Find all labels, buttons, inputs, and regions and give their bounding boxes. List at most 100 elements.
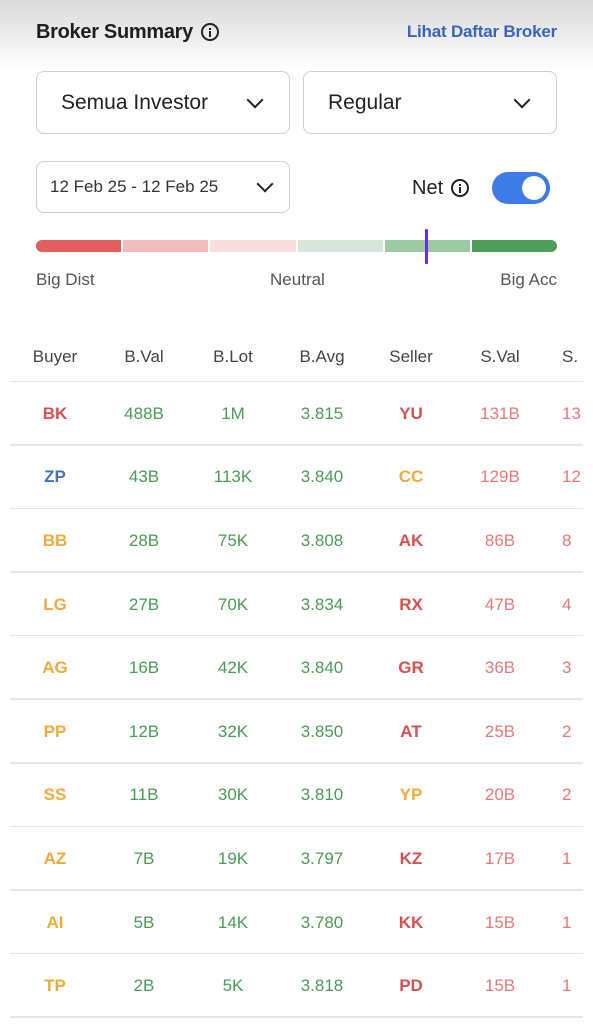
header-background — [0, 0, 593, 70]
date-range-value: 12 Feb 25 - 12 Feb 25 — [50, 177, 219, 196]
col-buyer[interactable]: Buyer — [32, 347, 78, 366]
table-row[interactable]: TP 2B 5K 3.818 PD 15B 1 — [0, 954, 593, 1018]
broker-table: Buyer B.Val B.Lot B.Avg Seller S.Val S. … — [0, 340, 593, 1018]
col-bavg[interactable]: B.Avg — [299, 347, 345, 366]
col-slot[interactable]: S. — [562, 347, 579, 366]
buy-value: 12B — [128, 721, 160, 741]
col-sval[interactable]: S.Val — [480, 347, 520, 366]
buy-value: 7B — [133, 848, 155, 868]
sell-lot: 13 — [562, 403, 581, 423]
table-row[interactable]: PP 12B 32K 3.850 AT 25B 2 — [0, 700, 593, 764]
buy-value: 43B — [128, 467, 160, 487]
investor-select-value: Semua Investor — [61, 90, 209, 114]
buy-value: 488B — [124, 403, 164, 423]
table-row[interactable]: AZ 7B 19K 3.797 KZ 17B 1 — [0, 827, 593, 891]
sell-value: 25B — [484, 721, 516, 741]
sell-value: 47B — [484, 594, 516, 614]
buyer-code[interactable]: PP — [43, 721, 67, 741]
meter-label-right: Big Acc — [500, 270, 557, 289]
meter-label-center: Neutral — [270, 270, 325, 289]
buyer-code[interactable]: AI — [46, 912, 64, 932]
seller-code[interactable]: KK — [398, 912, 424, 932]
buy-avg: 3.797 — [300, 848, 344, 868]
broker-list-link[interactable]: Lihat Daftar Broker — [406, 22, 557, 41]
broker-summary-header: Broker Summary Lihat Daftar Broker — [36, 18, 557, 46]
buy-avg: 3.850 — [300, 721, 344, 741]
net-info-icon[interactable] — [451, 179, 470, 197]
seller-code[interactable]: YU — [399, 403, 423, 423]
buyer-code[interactable]: TP — [44, 976, 66, 996]
buyer-code[interactable]: SS — [43, 785, 67, 805]
buy-lot: 42K — [217, 658, 249, 678]
sell-lot: 4 — [562, 594, 572, 614]
sell-lot: 8 — [562, 530, 572, 550]
col-seller[interactable]: Seller — [389, 347, 433, 366]
seller-code[interactable]: YP — [399, 785, 423, 805]
meter-segment — [210, 240, 296, 252]
col-blot[interactable]: B.Lot — [213, 347, 253, 366]
table-row[interactable]: AG 16B 42K 3.840 GR 36B 3 — [0, 636, 593, 700]
meter-indicator — [425, 229, 429, 264]
table-row[interactable]: SS 11B 30K 3.810 YP 20B 2 — [0, 764, 593, 828]
seller-code[interactable]: KZ — [399, 848, 423, 868]
sell-value: 20B — [484, 785, 516, 805]
sell-value: 15B — [484, 976, 516, 996]
table-row[interactable]: BB 28B 75K 3.808 AK 86B 8 — [0, 509, 593, 573]
row-divider — [10, 507, 583, 510]
chevron-down-icon — [256, 175, 274, 193]
table-row[interactable]: LG 27B 70K 3.834 RX 47B 4 — [0, 573, 593, 637]
sell-lot: 1 — [562, 976, 572, 996]
table-row[interactable]: ZP 43B 113K 3.840 CC 129B 12 — [0, 446, 593, 510]
buy-lot: 1M — [221, 403, 245, 423]
buy-avg: 3.840 — [300, 658, 344, 678]
seller-code[interactable]: RX — [399, 594, 423, 614]
meter-segment — [297, 240, 383, 252]
seller-code[interactable]: CC — [398, 467, 424, 487]
buy-lot: 30K — [217, 785, 249, 805]
meter-segment — [123, 240, 209, 252]
buy-lot: 32K — [217, 721, 249, 741]
buyer-code[interactable]: AZ — [43, 848, 67, 868]
buy-avg: 3.810 — [300, 785, 344, 805]
date-range-select[interactable]: 12 Feb 25 - 12 Feb 25 — [36, 161, 290, 213]
row-divider — [10, 762, 583, 764]
buyer-code[interactable]: AG — [42, 658, 68, 678]
sell-lot: 12 — [562, 467, 581, 487]
meter-segment — [471, 240, 558, 252]
sell-value: 15B — [484, 912, 516, 932]
buy-avg: 3.818 — [300, 976, 344, 996]
row-divider — [10, 444, 583, 446]
sell-value: 129B — [480, 467, 520, 487]
seller-code[interactable]: GR — [398, 658, 424, 678]
seller-code[interactable]: AK — [398, 530, 424, 550]
sell-lot: 1 — [562, 912, 572, 932]
net-toggle[interactable] — [492, 172, 551, 204]
row-divider — [10, 634, 583, 637]
buyer-code[interactable]: BK — [42, 403, 68, 423]
market-select[interactable]: Regular — [303, 71, 557, 134]
investor-select[interactable]: Semua Investor — [36, 71, 290, 134]
info-icon[interactable] — [200, 23, 219, 41]
buyer-code[interactable]: BB — [42, 530, 68, 550]
seller-code[interactable]: AT — [400, 721, 422, 741]
table-row[interactable]: AI 5B 14K 3.780 KK 15B 1 — [0, 891, 593, 955]
buy-lot: 14K — [217, 912, 249, 932]
buy-value: 11B — [129, 785, 159, 805]
table-header: Buyer B.Val B.Lot B.Avg Seller S.Val S. — [0, 340, 593, 382]
buyer-code[interactable]: LG — [43, 594, 67, 614]
buy-avg: 3.780 — [300, 912, 344, 932]
buyer-code[interactable]: ZP — [44, 467, 66, 487]
seller-code[interactable]: PD — [399, 976, 423, 996]
table-row[interactable]: BK 488B 1M 3.815 YU 131B 13 — [0, 382, 593, 446]
sell-value: 17B — [484, 848, 516, 868]
buy-lot: 5K — [222, 976, 244, 996]
row-divider — [10, 380, 583, 382]
sell-value: 36B — [484, 658, 516, 678]
net-label: Net — [412, 176, 444, 199]
sell-value: 131B — [480, 403, 520, 423]
chevron-down-icon — [513, 91, 531, 108]
accumulation-meter — [36, 240, 558, 252]
row-divider — [10, 1016, 583, 1018]
scroll-clip — [583, 340, 593, 1024]
col-bval[interactable]: B.Val — [124, 347, 164, 366]
